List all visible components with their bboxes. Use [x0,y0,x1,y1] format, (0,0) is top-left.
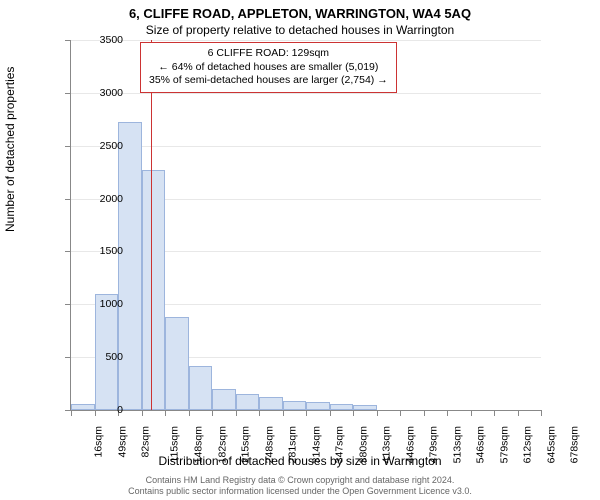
y-tick [65,304,71,305]
annotation-line-2: ← 64% of detached houses are smaller (5,… [149,61,388,75]
footer-line-2: Contains public sector information licen… [0,486,600,497]
x-tick [236,410,237,416]
x-tick-label: 479sqm [427,426,439,463]
y-tick-label: 0 [117,404,123,416]
histogram-bar [283,401,307,411]
annotation-line-3: 35% of semi-detached houses are larger (… [149,74,388,88]
histogram-bar [71,404,95,410]
x-tick [471,410,472,416]
y-tick [65,93,71,94]
histogram-bar [118,122,142,410]
x-tick-label: 314sqm [310,426,322,463]
histogram-bar [142,170,166,410]
grid-line [71,93,541,94]
x-tick [494,410,495,416]
x-tick-label: 115sqm [168,426,180,463]
x-tick-label: 16sqm [93,426,105,458]
x-tick-label: 612sqm [521,426,533,463]
y-tick [65,146,71,147]
x-tick-label: 579sqm [498,426,510,463]
annotation-box: 6 CLIFFE ROAD: 129sqm ← 64% of detached … [140,42,397,93]
x-tick [400,410,401,416]
x-tick [71,410,72,416]
x-tick [212,410,213,416]
x-tick-label: 281sqm [286,426,298,463]
x-tick [189,410,190,416]
x-tick [165,410,166,416]
histogram-bar [353,405,377,410]
x-tick [95,410,96,416]
x-tick [142,410,143,416]
y-axis-label: Number of detached properties [3,67,17,232]
histogram-plot [70,40,541,411]
x-tick-label: 546sqm [474,426,486,463]
x-tick-label: 347sqm [333,426,345,463]
x-tick [447,410,448,416]
x-tick-label: 645sqm [545,426,557,463]
y-tick-label: 2000 [100,193,123,205]
x-tick-label: 148sqm [192,426,204,463]
x-tick [259,410,260,416]
histogram-bar [259,397,283,410]
histogram-bar [212,389,236,410]
page-subtitle: Size of property relative to detached ho… [0,21,600,37]
y-tick-label: 1000 [100,298,123,310]
grid-line [71,146,541,147]
x-tick-label: 215sqm [239,426,251,463]
x-tick-label: 446sqm [404,426,416,463]
histogram-bar [236,394,260,410]
annotation-line-1: 6 CLIFFE ROAD: 129sqm [149,47,388,61]
x-tick-label: 82sqm [140,426,152,458]
y-tick [65,251,71,252]
y-tick-label: 3000 [100,87,123,99]
footer: Contains HM Land Registry data © Crown c… [0,475,600,498]
page-title: 6, CLIFFE ROAD, APPLETON, WARRINGTON, WA… [0,0,600,21]
histogram-bar [165,317,189,410]
x-tick [306,410,307,416]
y-tick [65,199,71,200]
y-tick [65,357,71,358]
grid-line [71,40,541,41]
reference-line [151,40,152,410]
footer-line-1: Contains HM Land Registry data © Crown c… [0,475,600,486]
x-tick-label: 49sqm [116,426,128,458]
y-tick-label: 1500 [100,245,123,257]
x-tick [283,410,284,416]
histogram-bar [189,366,213,410]
x-tick [377,410,378,416]
x-tick-label: 678sqm [568,426,580,463]
x-tick-label: 413sqm [380,426,392,463]
x-tick-label: 182sqm [216,426,228,463]
y-tick-label: 2500 [100,140,123,152]
x-tick-label: 380sqm [357,426,369,463]
x-tick-label: 248sqm [263,426,275,463]
x-tick [541,410,542,416]
x-tick-label: 513sqm [451,426,463,463]
x-tick [518,410,519,416]
x-tick [353,410,354,416]
y-tick [65,40,71,41]
y-tick-label: 3500 [100,34,123,46]
x-tick [330,410,331,416]
x-tick [424,410,425,416]
y-tick-label: 500 [105,351,123,363]
histogram-bar [306,402,330,410]
histogram-bar [330,404,354,410]
